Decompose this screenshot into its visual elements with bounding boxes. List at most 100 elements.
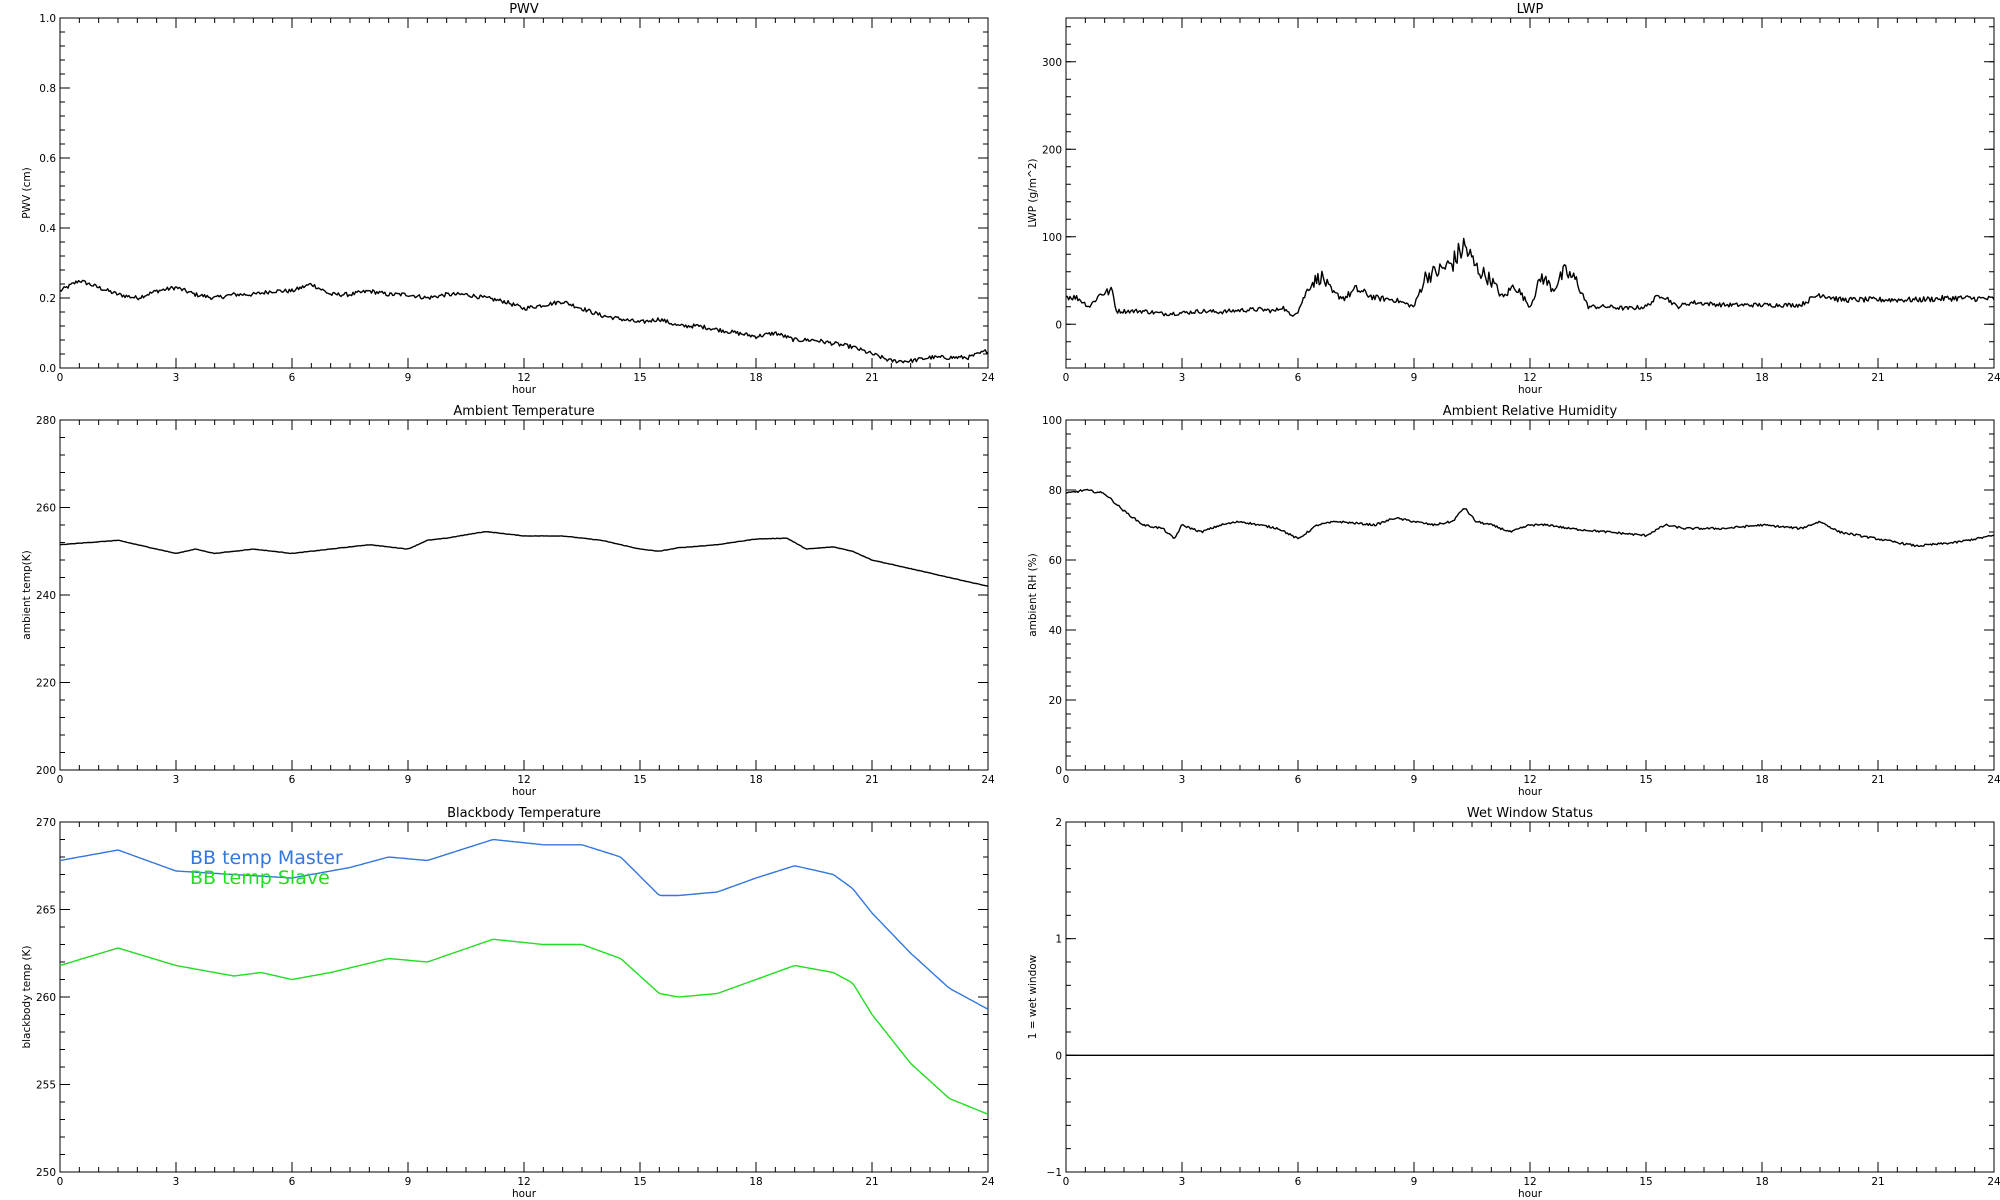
x-axis-label: hour: [512, 1188, 537, 1200]
x-tick-label: 3: [1179, 372, 1186, 384]
x-axis-label: hour: [512, 384, 537, 396]
x-tick-label: 3: [1179, 1176, 1186, 1188]
x-tick-label: 12: [1523, 372, 1536, 384]
y-tick-label: 2: [1055, 817, 1062, 829]
y-tick-label: 200: [36, 765, 56, 777]
y-tick-label: 0: [1055, 765, 1062, 777]
x-tick-label: 3: [173, 372, 180, 384]
x-tick-label: 21: [865, 372, 878, 384]
plot-frame: [1065, 419, 1995, 771]
panel-0: PWV 0 3 6 9 12 15 18 21 24 0.0 0.2 0.4 0.6 0.8 1.0 hour P…: [21, 2, 995, 396]
x-tick-label: 18: [749, 774, 762, 786]
x-tick-label: 18: [1755, 1176, 1768, 1188]
chart-title: Wet Window Status: [1467, 806, 1593, 821]
x-tick-label: 15: [633, 774, 646, 786]
x-tick-label: 24: [1987, 372, 2000, 384]
x-tick-label: 9: [405, 1176, 412, 1188]
y-tick-label: 240: [36, 590, 56, 602]
x-tick-label: 0: [57, 1176, 64, 1188]
x-tick-label: 12: [1523, 1176, 1536, 1188]
x-tick-label: 15: [1639, 774, 1652, 786]
y-tick-label: 0.6: [39, 153, 56, 165]
y-tick-label: 220: [36, 678, 56, 690]
y-tick-label: 60: [1049, 555, 1062, 567]
y-tick-label: −1: [1047, 1167, 1062, 1179]
x-tick-label: 18: [749, 1176, 762, 1188]
x-tick-label: 0: [1063, 372, 1070, 384]
y-tick-label: 200: [1042, 144, 1062, 156]
x-tick-label: 6: [289, 774, 296, 786]
x-tick-label: 24: [1987, 1176, 2000, 1188]
y-axis-label: ambient temp(K): [21, 550, 33, 639]
x-tick-label: 18: [749, 372, 762, 384]
y-tick-label: 80: [1049, 485, 1062, 497]
x-tick-label: 9: [1411, 1176, 1418, 1188]
legend-entry: BB temp Slave: [190, 867, 330, 889]
x-tick-label: 21: [865, 774, 878, 786]
series-line-0: [60, 531, 988, 588]
x-tick-label: 9: [405, 774, 412, 786]
series-line-0: [1066, 237, 1994, 317]
x-tick-label: 6: [289, 372, 296, 384]
y-tick-label: 255: [36, 1080, 56, 1092]
panel-1: LWP 0 3 6 9 12 15 18 21 24 0 100 200 300 hour LWP (g/m^…: [1027, 2, 2000, 396]
x-tick-label: 15: [1639, 372, 1652, 384]
x-tick-label: 3: [173, 774, 180, 786]
y-tick-label: 0: [1055, 319, 1062, 331]
x-tick-label: 9: [1411, 372, 1418, 384]
x-tick-label: 0: [57, 774, 64, 786]
panel-2: Ambient Temperature 0 3 6 9 12 15 18 21 24 200 220 2…: [21, 404, 995, 798]
y-axis-label: LWP (g/m^2): [1027, 158, 1039, 227]
chart-title: LWP: [1517, 2, 1544, 17]
x-tick-label: 3: [1179, 774, 1186, 786]
x-tick-label: 18: [1755, 372, 1768, 384]
y-tick-label: 1: [1055, 934, 1062, 946]
y-axis-label: blackbody temp (K): [21, 945, 33, 1048]
y-tick-label: 40: [1049, 625, 1062, 637]
x-tick-label: 6: [1295, 774, 1302, 786]
x-tick-label: 6: [289, 1176, 296, 1188]
series-line-0: [60, 279, 988, 364]
y-tick-label: 20: [1049, 695, 1062, 707]
x-tick-label: 21: [1871, 774, 1884, 786]
chart-title: Ambient Temperature: [453, 404, 594, 419]
y-tick-label: 0.2: [39, 293, 56, 305]
x-tick-label: 15: [1639, 1176, 1652, 1188]
x-tick-label: 21: [865, 1176, 878, 1188]
x-axis-label: hour: [1518, 1188, 1543, 1200]
plot-frame: [59, 419, 989, 771]
y-tick-label: 0.8: [39, 83, 56, 95]
series-line-0: [60, 838, 988, 1010]
y-tick-label: 260: [36, 503, 56, 515]
panel-3: Ambient Relative Humidity 0 3 6 9 12 15 18 21 24 0…: [1027, 404, 2000, 798]
y-tick-label: 100: [1042, 415, 1062, 427]
x-tick-label: 3: [173, 1176, 180, 1188]
x-tick-label: 21: [1871, 1176, 1884, 1188]
y-axis-label: PWV (cm): [21, 167, 33, 218]
x-tick-label: 0: [1063, 1176, 1070, 1188]
series-line-1: [60, 938, 988, 1115]
x-tick-label: 9: [405, 372, 412, 384]
x-tick-label: 9: [1411, 774, 1418, 786]
x-tick-label: 24: [981, 1176, 995, 1188]
x-tick-label: 18: [1755, 774, 1768, 786]
x-tick-label: 12: [517, 372, 530, 384]
x-tick-label: 0: [1063, 774, 1070, 786]
y-tick-label: 0: [1055, 1050, 1062, 1062]
x-tick-label: 12: [517, 1176, 530, 1188]
x-tick-label: 12: [517, 774, 530, 786]
chart-title: PWV: [509, 2, 539, 17]
x-axis-label: hour: [1518, 384, 1543, 396]
x-tick-label: 15: [633, 372, 646, 384]
x-tick-label: 24: [981, 774, 995, 786]
y-tick-label: 280: [36, 415, 56, 427]
plot-frame: [1065, 821, 1995, 1173]
y-axis-label: ambient RH (%): [1027, 553, 1039, 637]
y-tick-label: 100: [1042, 232, 1062, 244]
y-tick-label: 0.4: [39, 223, 56, 235]
x-tick-label: 24: [1987, 774, 2000, 786]
series-line-0: [1066, 488, 1994, 548]
chart-title: Ambient Relative Humidity: [1443, 404, 1618, 419]
